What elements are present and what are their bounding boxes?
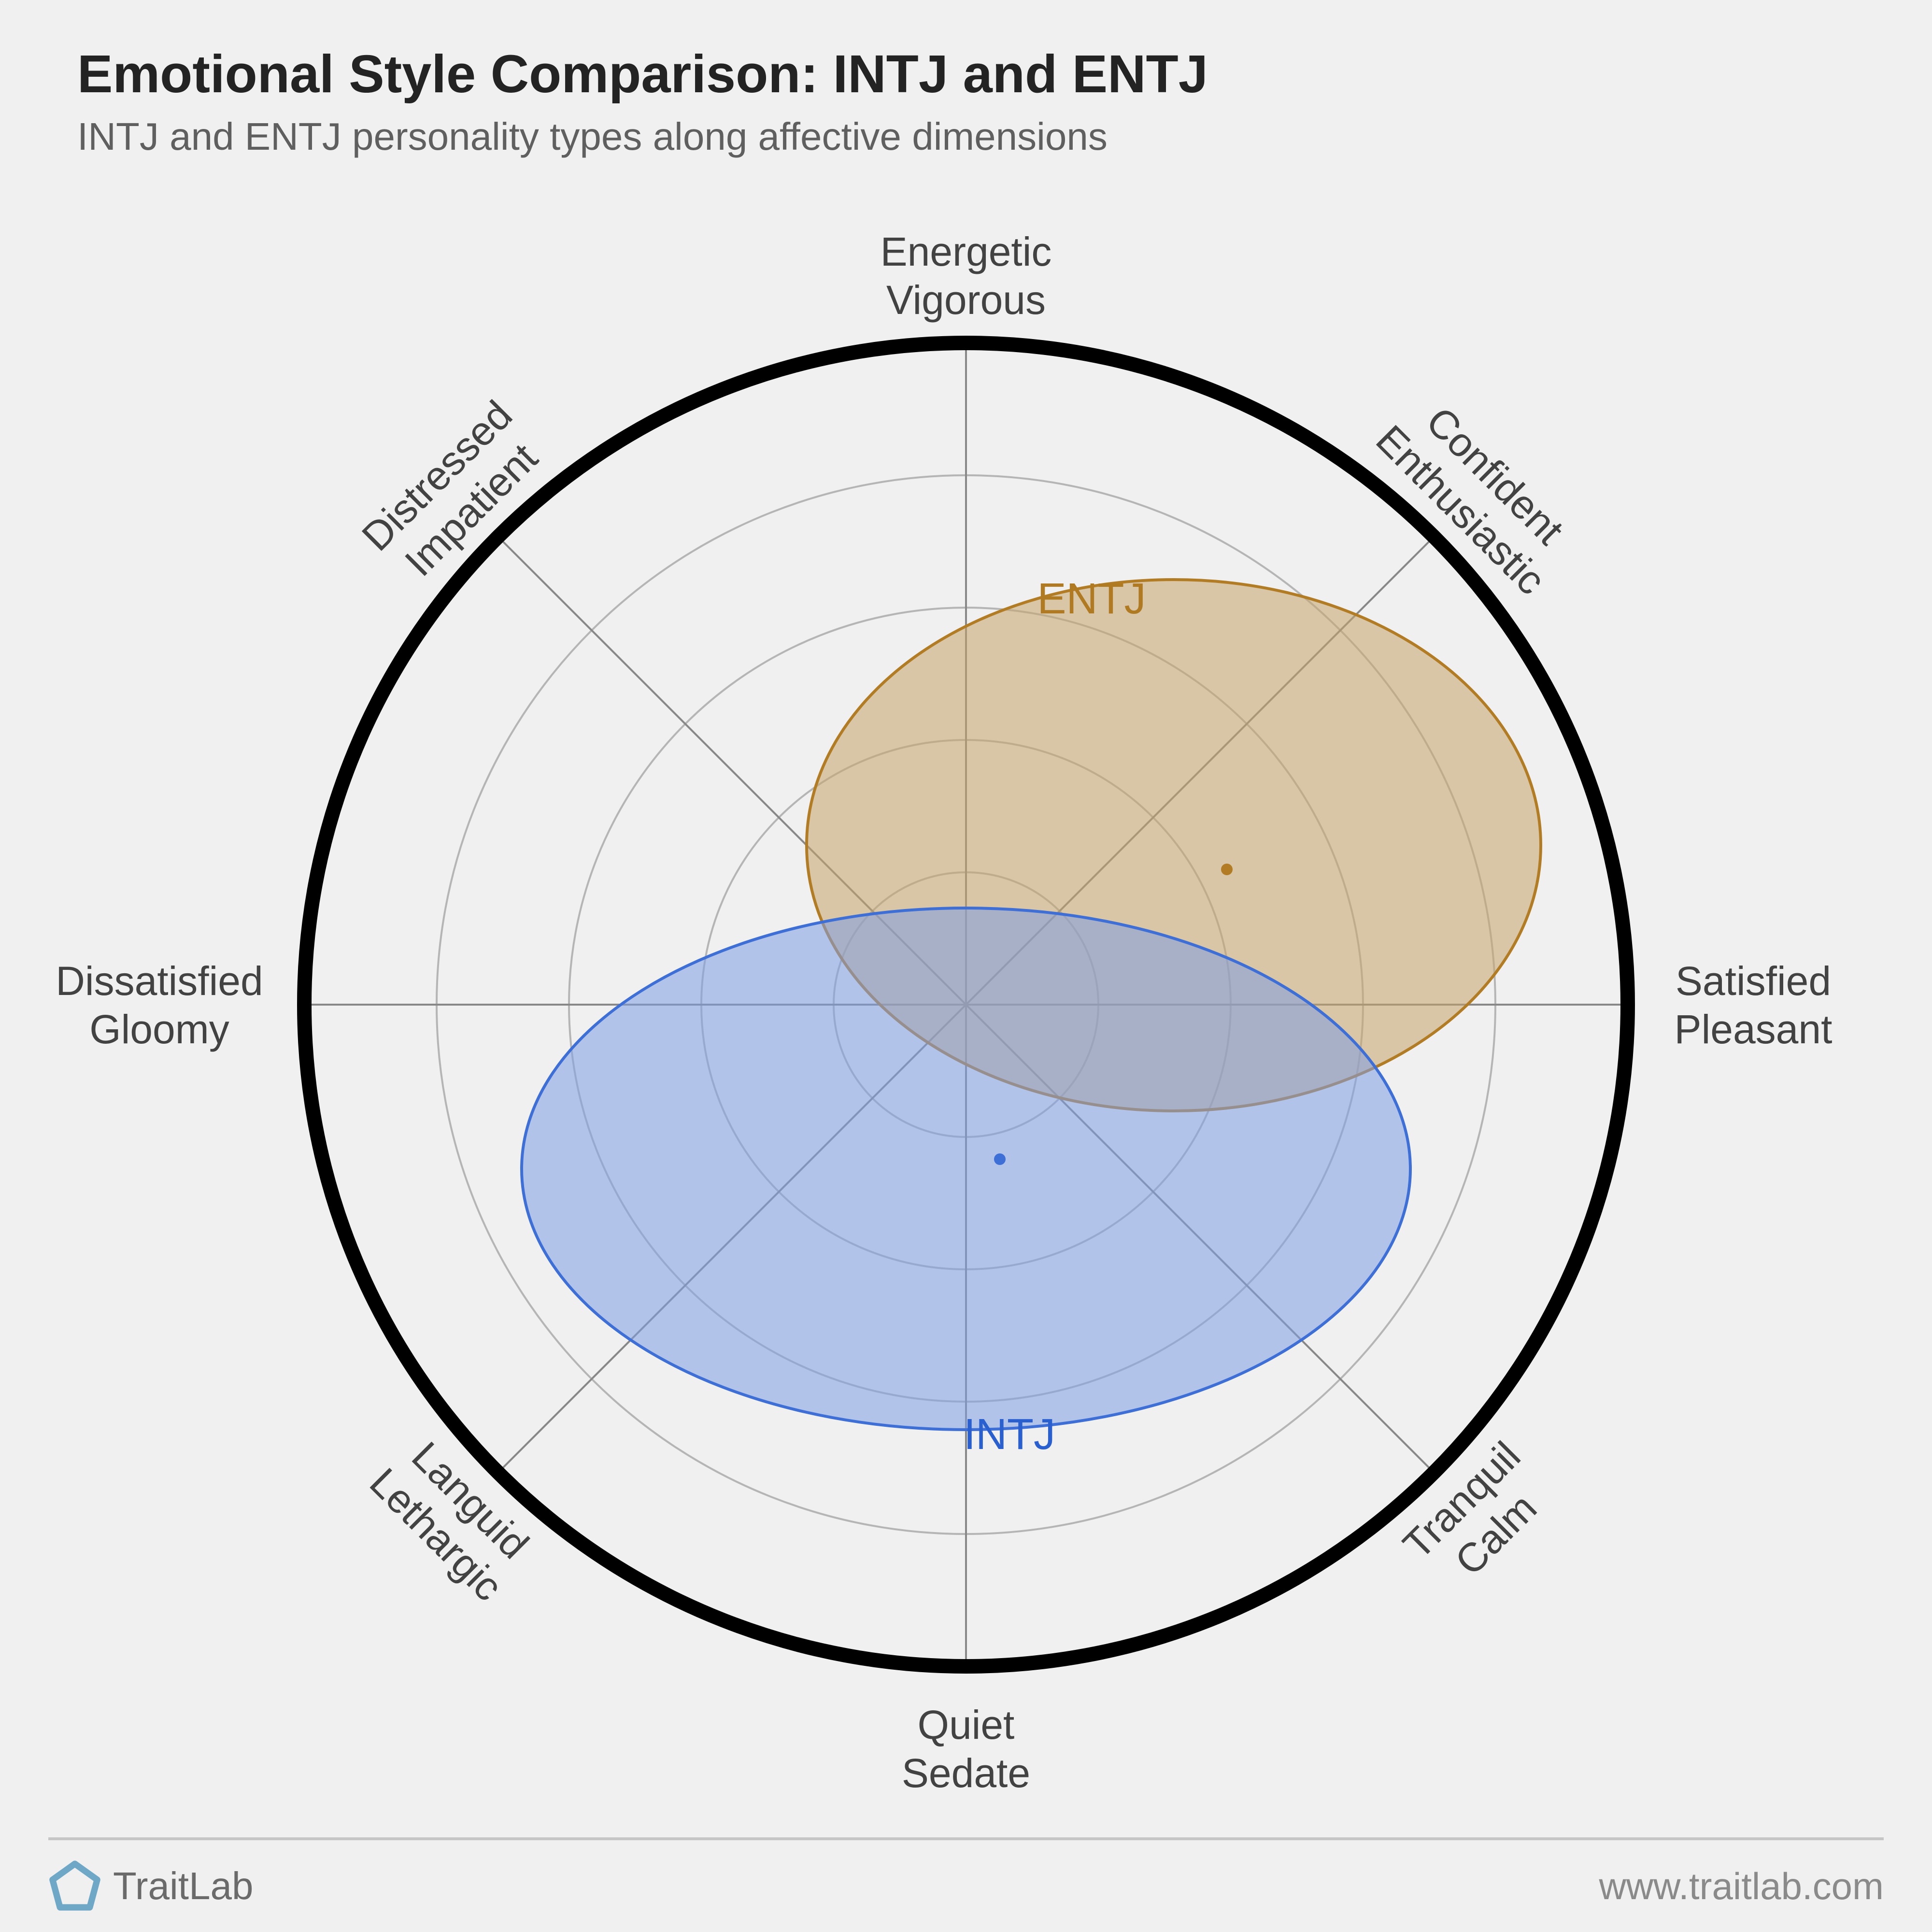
axis-label: Sedate xyxy=(902,1750,1030,1796)
axis-label: Pleasant xyxy=(1675,1007,1833,1052)
series-ellipse-intj xyxy=(522,908,1410,1430)
series-dot-intj xyxy=(994,1153,1006,1165)
axis-label: Gloomy xyxy=(89,1007,229,1052)
brand-logo-icon xyxy=(48,1860,101,1913)
site-url: www.traitlab.com xyxy=(1599,1864,1884,1908)
series-label-entj: ENTJ xyxy=(1037,575,1146,623)
polar-chart: ENTJINTJEnergeticVigorousConfidentEnthus… xyxy=(0,0,1932,1932)
brand-block: TraitLab xyxy=(48,1860,254,1913)
series-dot-entj xyxy=(1221,864,1233,875)
axis-label: Dissatisfied xyxy=(56,958,263,1004)
axis-label: Vigorous xyxy=(886,277,1046,323)
axis-label: Satisfied xyxy=(1676,958,1831,1004)
chart-frame: Emotional Style Comparison: INTJ and ENT… xyxy=(0,0,1932,1932)
brand-name: TraitLab xyxy=(113,1864,254,1908)
axis-label: Quiet xyxy=(918,1702,1015,1747)
series-label-intj: INTJ xyxy=(964,1410,1055,1459)
footer: TraitLab www.traitlab.com xyxy=(48,1837,1884,1913)
axis-label: Energetic xyxy=(881,229,1052,274)
